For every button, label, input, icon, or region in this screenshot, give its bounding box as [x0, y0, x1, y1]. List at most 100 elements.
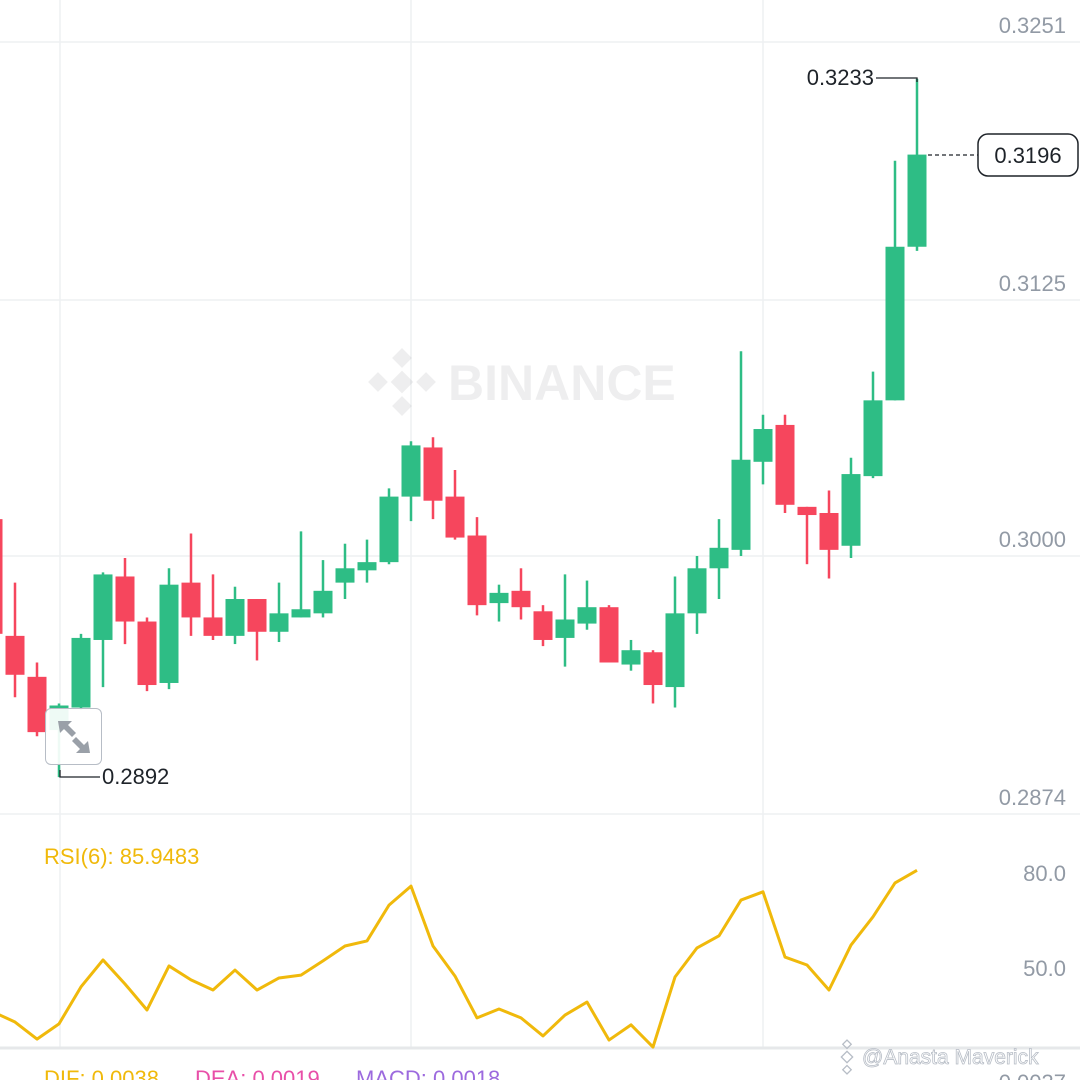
candles	[0, 78, 927, 778]
candle-body	[599, 607, 619, 663]
candle-body	[863, 400, 883, 477]
candle	[5, 582, 25, 698]
candle	[841, 457, 861, 559]
candle	[467, 517, 487, 616]
candle	[247, 599, 267, 661]
author-watermark: @Anasta Maverick	[840, 1039, 1039, 1075]
watermark-text: BINANCE	[448, 355, 676, 411]
candle-body	[0, 519, 3, 634]
candle-body	[489, 592, 509, 604]
candle-body	[665, 613, 685, 688]
price-tick-label: 0.3251	[999, 13, 1066, 38]
candle	[797, 506, 817, 565]
last-price-label: 0.3196	[994, 143, 1061, 168]
dif-label: DIF: 0.0038	[44, 1066, 159, 1080]
rsi-tick: 80.0	[1023, 861, 1066, 886]
dea-label: DEA: 0.0019	[195, 1066, 320, 1080]
candle	[621, 639, 641, 671]
high-marker-label: 0.3233	[807, 65, 874, 90]
candle-body	[621, 650, 641, 665]
candle-body	[709, 547, 729, 569]
candle	[137, 617, 157, 692]
candle-body	[181, 582, 201, 618]
candle	[401, 441, 421, 522]
price-markers: 0.3233 0.2892 0.3196	[59, 65, 1079, 789]
candle	[27, 662, 47, 737]
candle	[357, 539, 377, 583]
candle	[709, 519, 729, 600]
candle-body	[93, 574, 113, 640]
candle	[731, 351, 751, 556]
candle	[907, 78, 927, 251]
candle-body	[687, 568, 707, 614]
candle	[555, 574, 575, 667]
price-tick-label: 0.2874	[999, 785, 1066, 810]
candle	[577, 580, 597, 630]
candle	[885, 160, 905, 401]
candle	[115, 558, 135, 645]
candle-body	[203, 617, 223, 636]
rsi-line	[0, 869, 918, 1049]
candle	[599, 605, 619, 663]
candle-body	[27, 676, 47, 733]
candle-body	[511, 590, 531, 608]
candle	[181, 533, 201, 636]
price-tick-label: 0.3000	[999, 527, 1066, 552]
candle-body	[379, 496, 399, 563]
candle-body	[841, 474, 861, 546]
candle-body	[533, 611, 553, 640]
candle-body	[291, 609, 311, 618]
candle-body	[577, 607, 597, 624]
candle	[863, 371, 883, 479]
macd-label: MACD: 0.0018	[356, 1066, 500, 1080]
author-logo-icon	[840, 1039, 854, 1075]
author-watermark-text: @Anasta Maverick	[862, 1046, 1039, 1069]
rsi-label: RSI(6): 85.9483	[44, 844, 199, 869]
price-tick-label: 0.3125	[999, 271, 1066, 296]
price-axis: 0.3251 0.3125 0.3000 0.2874	[999, 13, 1066, 810]
macd-tick: 0.0037	[999, 1070, 1066, 1080]
candle-body	[731, 459, 751, 550]
candle-body	[907, 154, 927, 247]
candle-body	[225, 599, 245, 636]
high-marker-line	[876, 77, 918, 82]
candle	[775, 414, 795, 513]
candle-body	[643, 652, 663, 686]
candle	[159, 568, 179, 690]
candle	[665, 576, 685, 708]
expand-chart-button[interactable]	[45, 708, 102, 765]
candle	[643, 650, 663, 704]
candle	[203, 574, 223, 640]
candle-body	[401, 445, 421, 497]
macd-panel: DIF: 0.0038 DEA: 0.0019 MACD: 0.0018 0.0…	[44, 1066, 1066, 1080]
rsi-panel: RSI(6): 85.9483 80.0 50.0	[0, 844, 1066, 1049]
candle-body	[5, 635, 25, 675]
candle	[71, 633, 91, 710]
candle-body	[753, 429, 773, 462]
last-price-badge	[977, 133, 1079, 177]
candle-body	[71, 637, 91, 708]
candle	[489, 584, 509, 622]
candle-body	[423, 447, 443, 501]
candle	[819, 490, 839, 579]
candle	[335, 543, 355, 600]
candle	[313, 560, 333, 618]
candle-body	[467, 535, 487, 606]
expand-arrows-icon	[58, 721, 90, 753]
candle	[225, 586, 245, 645]
candle	[291, 531, 311, 618]
candle-body	[247, 599, 267, 632]
rsi-tick: 50.0	[1023, 956, 1066, 981]
candle-body	[313, 590, 333, 614]
candle-body	[797, 506, 817, 516]
candle	[445, 469, 465, 540]
candle	[269, 582, 289, 643]
candle-body	[555, 619, 575, 638]
candle	[93, 572, 113, 688]
candle	[753, 414, 773, 485]
candle	[687, 556, 707, 634]
candle-body	[357, 562, 377, 571]
candle-body	[775, 424, 795, 505]
candle	[511, 568, 531, 620]
